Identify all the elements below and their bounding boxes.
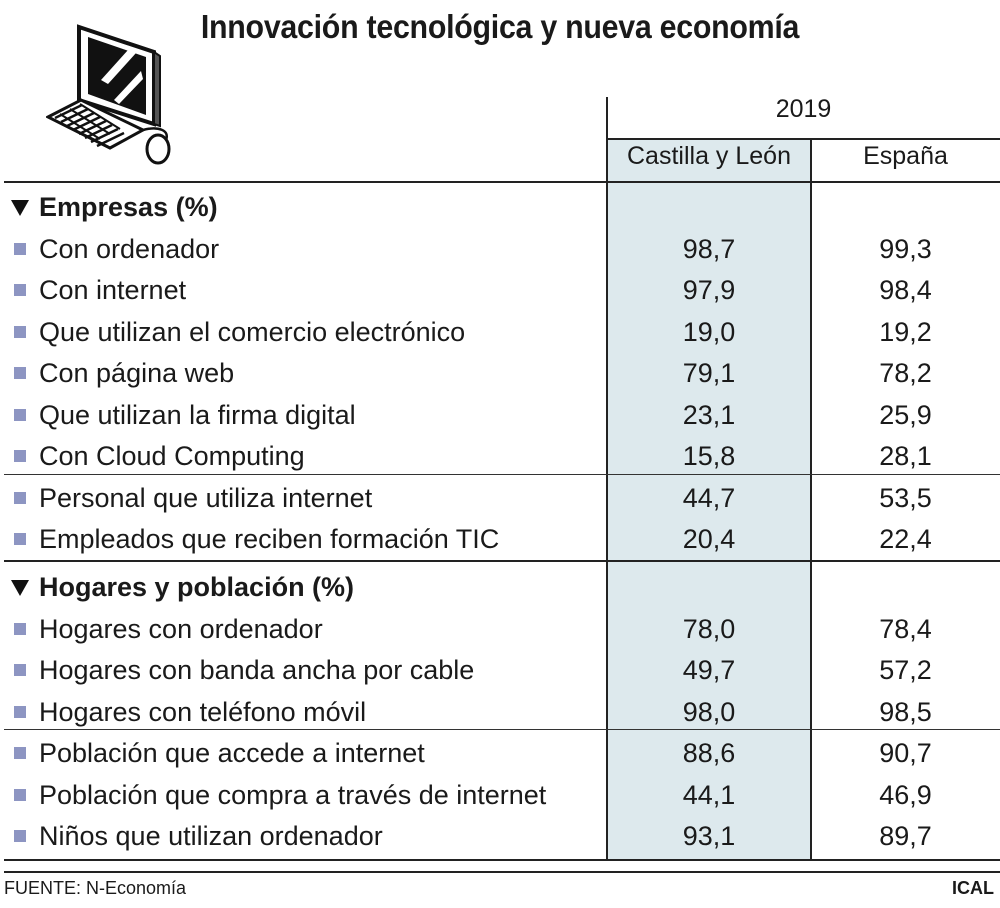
table-divider <box>4 474 1000 475</box>
value-espana: 22,4 <box>879 524 932 554</box>
value-castilla-leon: 23,1 <box>682 400 736 430</box>
table-divider <box>4 859 1000 861</box>
page-title: Innovación tecnológica y nueva economía <box>200 8 800 45</box>
table-row: Con ordenador 98,7 99,3 <box>0 229 1000 270</box>
value-espana: 89,7 <box>879 821 932 851</box>
table-divider <box>810 138 812 859</box>
bullet-icon <box>14 492 26 504</box>
value-castilla-leon: 98,0 <box>682 697 736 727</box>
triangle-down-icon <box>11 200 29 216</box>
year-header: 2019 <box>775 95 832 123</box>
source-note: FUENTE: N-Economía <box>4 878 187 898</box>
value-castilla-leon: 88,6 <box>682 738 736 768</box>
value-espana: 98,4 <box>879 275 932 305</box>
table-row: Con internet 97,9 98,4 <box>0 270 1000 311</box>
value-castilla-leon: 19,0 <box>682 317 736 347</box>
table-row: Niños que utilizan ordenador 93,1 89,7 <box>0 816 1000 857</box>
row-label: Hogares con ordenador <box>39 614 323 644</box>
row-label: Población que accede a internet <box>39 738 425 768</box>
value-castilla-leon: 78,0 <box>682 614 736 644</box>
value-castilla-leon: 93,1 <box>682 821 736 851</box>
castilla-column-highlight <box>607 140 811 859</box>
value-castilla-leon: 49,7 <box>682 655 736 685</box>
section-header: Hogares y población (%) <box>0 567 1000 608</box>
bullet-icon <box>14 450 26 462</box>
table-row: Personal que utiliza internet 44,7 53,5 <box>0 478 1000 519</box>
table-divider <box>4 181 1000 183</box>
value-castilla-leon: 20,4 <box>682 524 736 554</box>
row-label: Hogares con banda ancha por cable <box>39 655 475 685</box>
table-divider <box>606 97 608 859</box>
table-row: Hogares con ordenador 78,0 78,4 <box>0 609 1000 650</box>
row-label: Niños que utilizan ordenador <box>39 821 383 851</box>
value-espana: 90,7 <box>879 738 932 768</box>
section-label: Hogares y población (%) <box>39 572 355 602</box>
bullet-icon <box>14 367 26 379</box>
bullet-icon <box>14 409 26 421</box>
row-label: Hogares con teléfono móvil <box>39 697 367 727</box>
bullet-icon <box>14 533 26 545</box>
row-label: Empleados que reciben formación TIC <box>39 524 500 554</box>
bullet-icon <box>14 664 26 676</box>
triangle-down-icon <box>11 580 29 596</box>
table-divider <box>4 560 1000 562</box>
section-header: Empresas (%) <box>0 187 1000 228</box>
value-espana: 57,2 <box>879 655 932 685</box>
bullet-icon <box>14 830 26 842</box>
row-label: Con página web <box>39 358 235 388</box>
bullet-icon <box>14 243 26 255</box>
bullet-icon <box>14 284 26 296</box>
table-row: Hogares con banda ancha por cable 49,7 57,… <box>0 650 1000 691</box>
value-castilla-leon: 98,7 <box>682 234 736 264</box>
table-row: Población que accede a internet 88,6 90,7 <box>0 733 1000 774</box>
row-label: Con ordenador <box>39 234 220 264</box>
column-header-espana: España <box>863 142 948 170</box>
row-label: Que utilizan el comercio electrónico <box>39 317 466 347</box>
credit: ICAL <box>952 878 994 898</box>
value-castilla-leon: 44,1 <box>682 780 736 810</box>
column-header-castilla-leon: Castilla y León <box>627 142 791 170</box>
bullet-icon <box>14 623 26 635</box>
table-row: Empleados que reciben formación TIC 20,4 2… <box>0 519 1000 560</box>
value-castilla-leon: 15,8 <box>682 441 736 471</box>
row-label: Con internet <box>39 275 187 305</box>
table-row: Con página web 79,1 78,2 <box>0 353 1000 394</box>
row-label: Población que compra a través de interne… <box>39 780 547 810</box>
value-castilla-leon: 79,1 <box>682 358 736 388</box>
bullet-icon <box>14 789 26 801</box>
table-row: Con Cloud Computing 15,8 28,1 <box>0 436 1000 477</box>
bullet-icon <box>14 747 26 759</box>
table-divider <box>4 729 1000 730</box>
table-divider <box>4 871 1000 873</box>
value-espana: 99,3 <box>879 234 932 264</box>
value-espana: 98,5 <box>879 697 932 727</box>
value-espana: 46,9 <box>879 780 932 810</box>
row-label: Personal que utiliza internet <box>39 483 373 513</box>
computer-icon <box>46 24 171 165</box>
table-row: Hogares con teléfono móvil 98,0 98,5 <box>0 692 1000 733</box>
table-row: Que utilizan la firma digital 23,1 25,9 <box>0 395 1000 436</box>
table-divider <box>607 138 1000 140</box>
section-label: Empresas (%) <box>39 192 218 222</box>
value-espana: 19,2 <box>879 317 932 347</box>
table-row: Población que compra a través de interne… <box>0 775 1000 816</box>
table-row: Que utilizan el comercio electrónico 19,0… <box>0 312 1000 353</box>
value-espana: 25,9 <box>879 400 932 430</box>
value-castilla-leon: 97,9 <box>682 275 736 305</box>
bullet-icon <box>14 706 26 718</box>
value-espana: 78,2 <box>879 358 932 388</box>
value-espana: 78,4 <box>879 614 932 644</box>
row-label: Que utilizan la firma digital <box>39 400 356 430</box>
row-label: Con Cloud Computing <box>39 441 305 471</box>
value-castilla-leon: 44,7 <box>682 483 736 513</box>
value-espana: 28,1 <box>879 441 932 471</box>
value-espana: 53,5 <box>879 483 932 513</box>
bullet-icon <box>14 326 26 338</box>
